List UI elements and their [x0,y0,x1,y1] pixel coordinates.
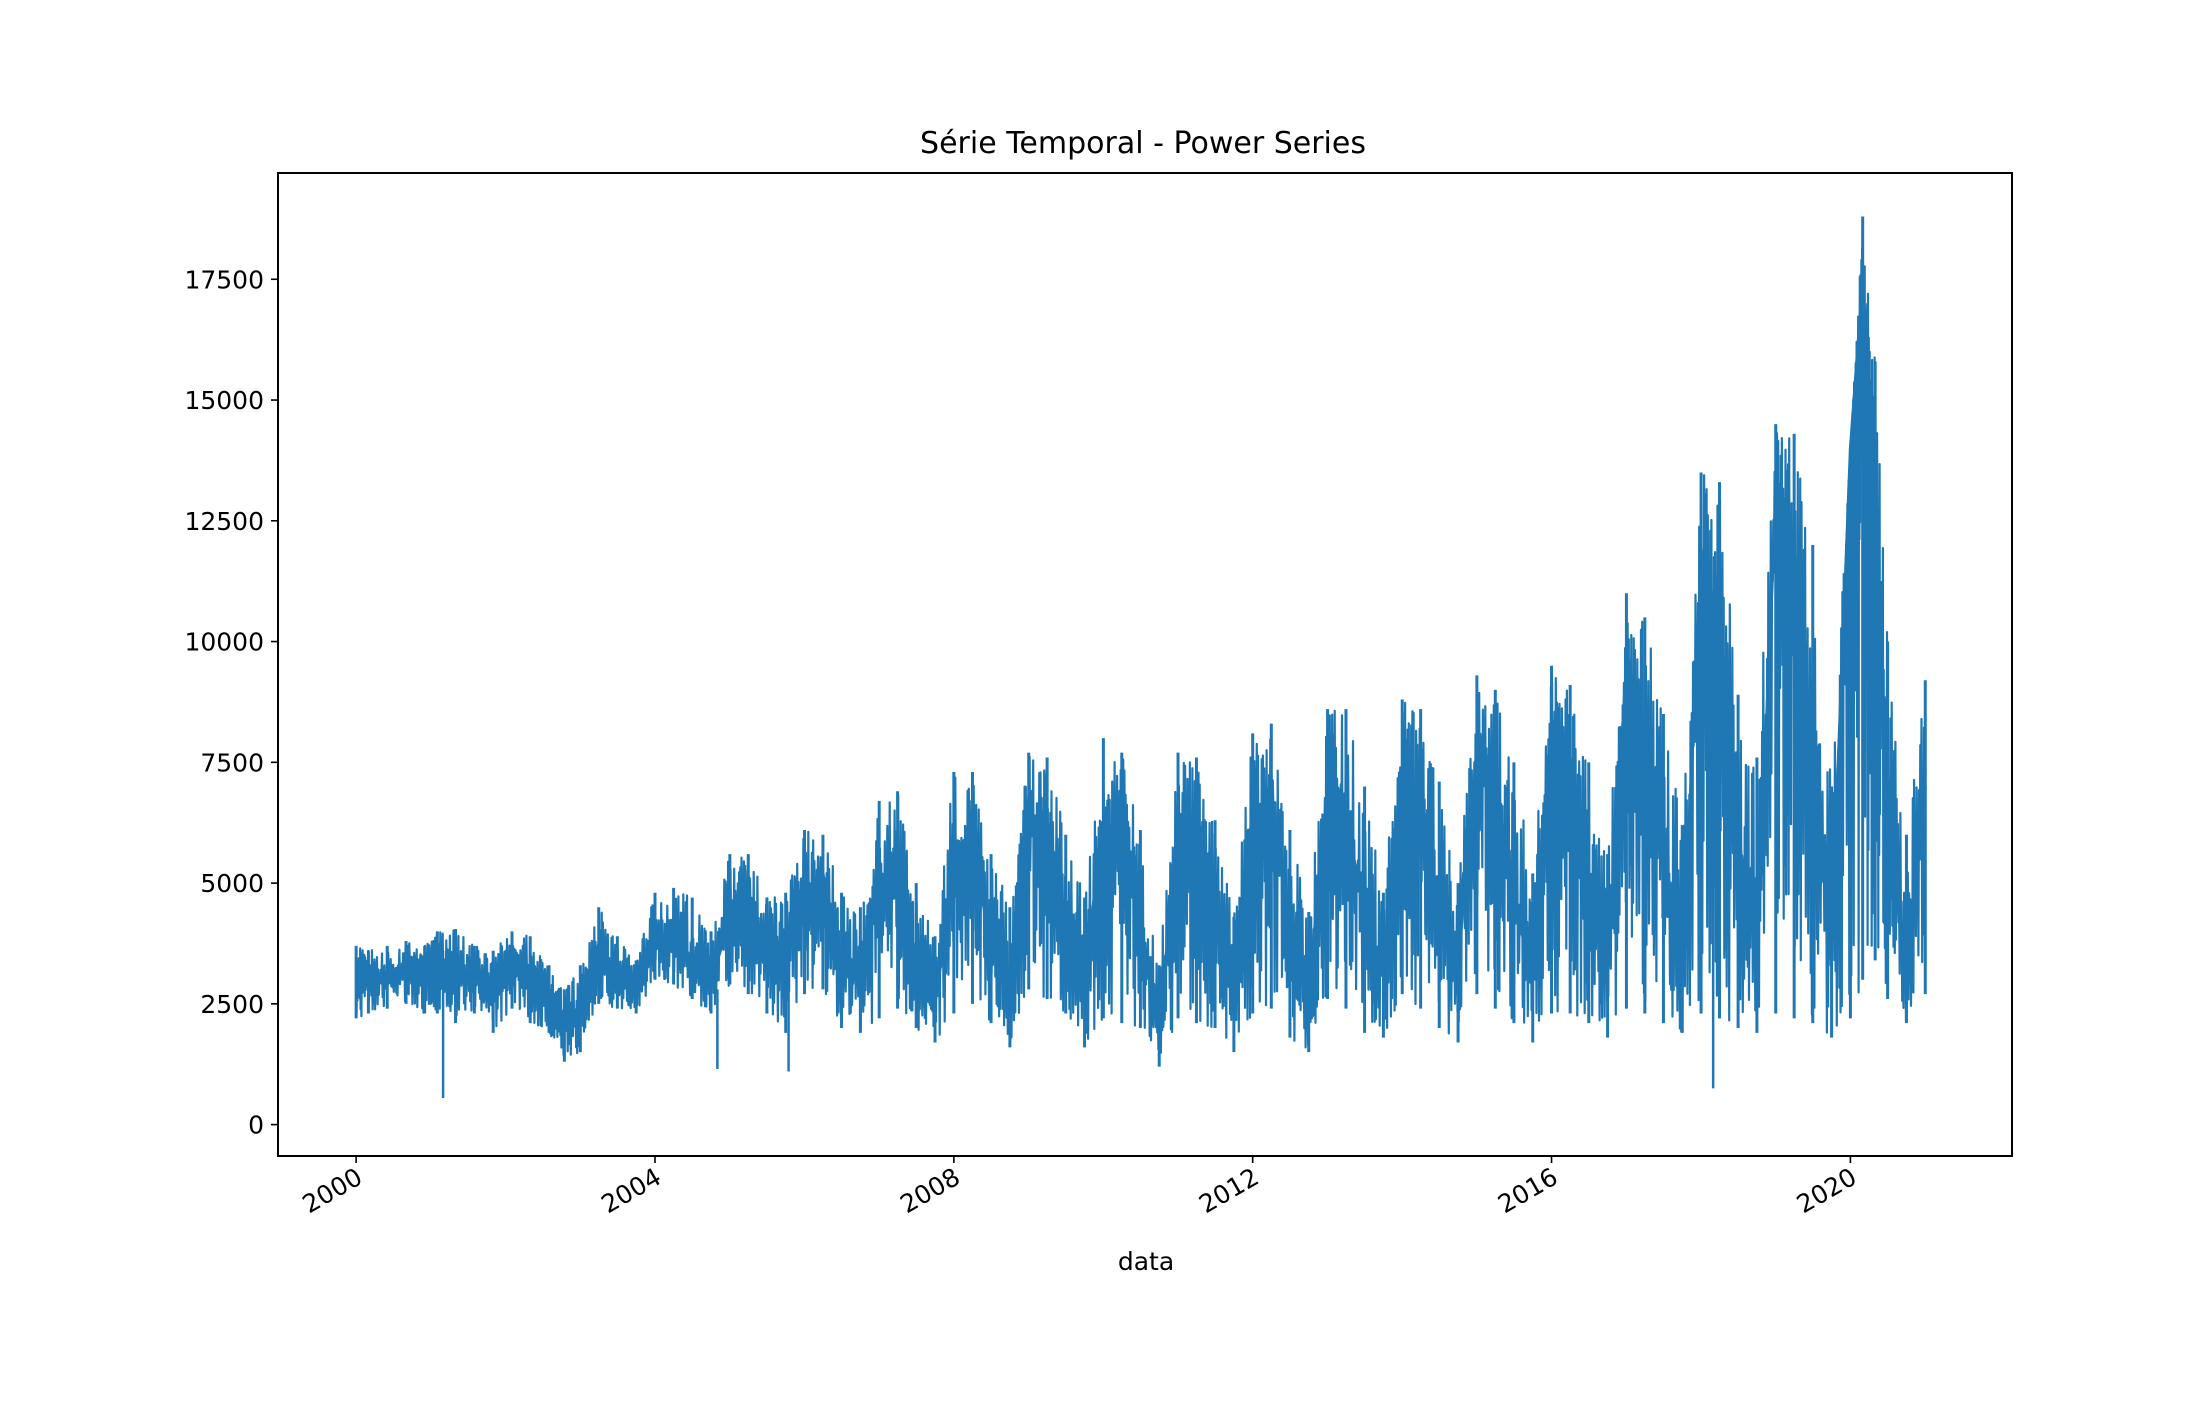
y-tick-label: 17500 [184,265,264,294]
y-axis-ticks: 0 2500 5000 7500 10000 12500 15000 17500 [184,265,278,1140]
chart-title: Série Temporal - Power Series [920,126,1366,161]
y-tick-label: 12500 [184,507,264,536]
axes-frame [277,172,2013,1157]
y-tick-label: 7500 [200,748,264,777]
y-tick-label: 0 [248,1111,264,1140]
y-tick-label: 5000 [200,869,264,898]
y-tick-label: 10000 [184,628,264,657]
y-tick-label: 2500 [200,990,264,1019]
plot-content [354,216,1927,1099]
x-axis-label: data [1118,1247,1174,1276]
y-tick-label: 15000 [184,386,264,415]
